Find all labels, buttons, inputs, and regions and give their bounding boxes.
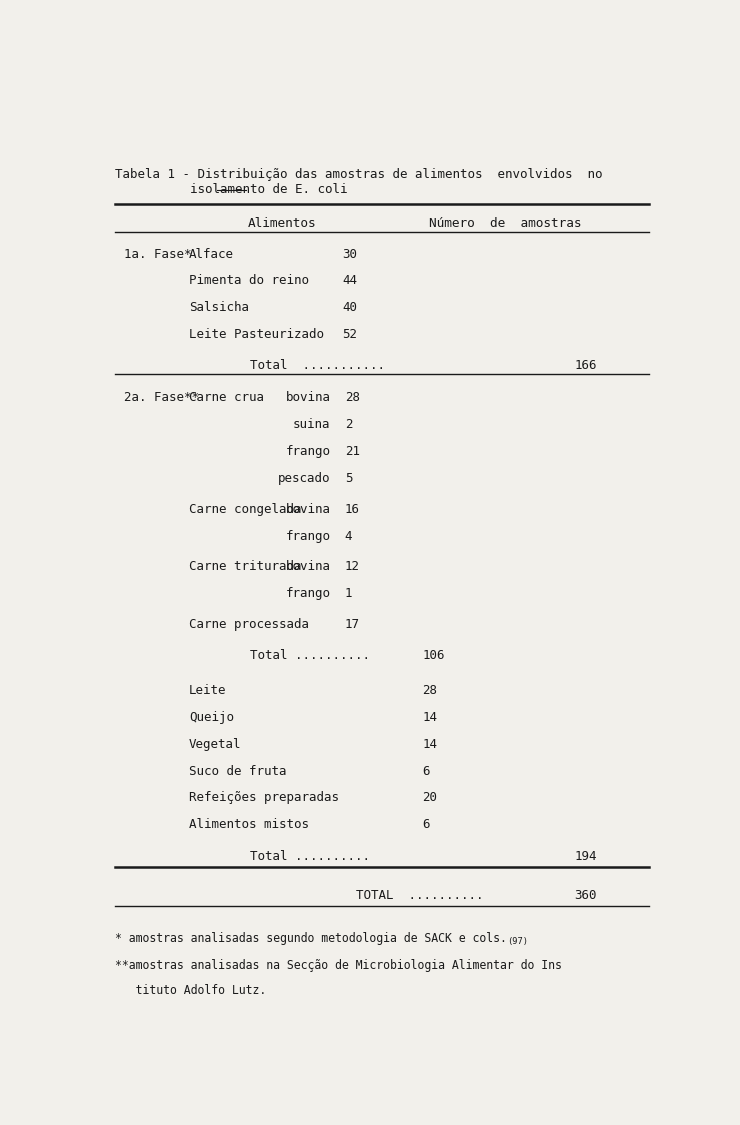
Text: 360: 360 xyxy=(575,890,597,902)
Text: 5: 5 xyxy=(345,471,352,485)
Text: tituto Adolfo Lutz.: tituto Adolfo Lutz. xyxy=(115,984,266,997)
Text: Total ..........: Total .......... xyxy=(250,649,370,663)
Text: 14: 14 xyxy=(423,711,437,723)
Text: Número  de  amostras: Número de amostras xyxy=(429,217,582,231)
Text: Tabela 1 - Distribuição das amostras de alimentos  envolvidos  no: Tabela 1 - Distribuição das amostras de … xyxy=(115,168,603,181)
Text: Queijo: Queijo xyxy=(189,711,234,723)
Text: 6: 6 xyxy=(423,765,430,777)
Text: Leite Pasteurizado: Leite Pasteurizado xyxy=(189,328,324,341)
Text: 194: 194 xyxy=(575,850,597,864)
Text: bovina: bovina xyxy=(286,503,331,515)
Text: suina: suina xyxy=(293,418,331,431)
Text: isolamento de E. coli: isolamento de E. coli xyxy=(115,182,348,196)
Text: 21: 21 xyxy=(345,446,360,458)
Text: Carne congelada: Carne congelada xyxy=(189,503,301,515)
Text: Alimentos: Alimentos xyxy=(247,217,316,231)
Text: 30: 30 xyxy=(342,248,357,261)
Text: Vegetal: Vegetal xyxy=(189,738,241,750)
Text: Alface: Alface xyxy=(189,248,234,261)
Text: 17: 17 xyxy=(345,619,360,631)
Text: TOTAL  ..........: TOTAL .......... xyxy=(357,890,484,902)
Text: * amostras analisadas segundo metodologia de SACK e cols.: * amostras analisadas segundo metodologi… xyxy=(115,933,508,945)
Text: bovina: bovina xyxy=(286,392,331,404)
Text: 28: 28 xyxy=(423,684,437,698)
Text: 1a. Fase*: 1a. Fase* xyxy=(124,248,192,261)
Text: 166: 166 xyxy=(575,359,597,372)
Text: 106: 106 xyxy=(423,649,445,663)
Text: 16: 16 xyxy=(345,503,360,515)
Text: 1: 1 xyxy=(345,587,352,601)
Text: Total ..........: Total .......... xyxy=(250,850,370,864)
Text: Carne triturada: Carne triturada xyxy=(189,560,301,574)
Text: frango: frango xyxy=(286,587,331,601)
Text: 20: 20 xyxy=(423,791,437,804)
Text: 28: 28 xyxy=(345,392,360,404)
Text: Total  ...........: Total ........... xyxy=(250,359,386,372)
Text: frango: frango xyxy=(286,446,331,458)
Text: frango: frango xyxy=(286,530,331,542)
Text: Carne processada: Carne processada xyxy=(189,619,309,631)
Text: Pimenta do reino: Pimenta do reino xyxy=(189,274,309,288)
Text: Suco de fruta: Suco de fruta xyxy=(189,765,286,777)
Text: 2a. Fase**: 2a. Fase** xyxy=(124,392,199,404)
Text: 4: 4 xyxy=(345,530,352,542)
Text: Leite: Leite xyxy=(189,684,226,698)
Text: 2: 2 xyxy=(345,418,352,431)
Text: 14: 14 xyxy=(423,738,437,750)
Text: Alimentos mistos: Alimentos mistos xyxy=(189,818,309,831)
Text: bovina: bovina xyxy=(286,560,331,574)
Text: 40: 40 xyxy=(342,302,357,314)
Text: 52: 52 xyxy=(342,328,357,341)
Text: Carne crua: Carne crua xyxy=(189,392,264,404)
Text: (97): (97) xyxy=(507,937,528,946)
Text: 6: 6 xyxy=(423,818,430,831)
Text: 44: 44 xyxy=(342,274,357,288)
Text: Refeições preparadas: Refeições preparadas xyxy=(189,791,339,804)
Text: Salsicha: Salsicha xyxy=(189,302,249,314)
Text: **amostras analisadas na Secção de Microbiologia Alimentar do Ins: **amostras analisadas na Secção de Micro… xyxy=(115,960,562,972)
Text: 12: 12 xyxy=(345,560,360,574)
Text: pescado: pescado xyxy=(278,471,331,485)
